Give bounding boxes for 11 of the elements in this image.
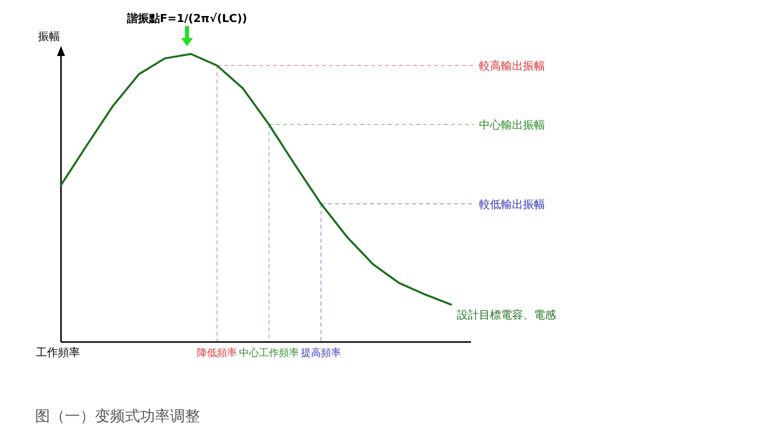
x-tick-label: 降低頻率 <box>197 347 237 359</box>
ref-line-label: 較低輸出振幅 <box>479 198 545 211</box>
x-tick-label: 提高頻率 <box>301 347 341 359</box>
series-label: 設計目標電容、電感 <box>457 308 556 322</box>
ref-line-label: 較高輸出振幅 <box>479 60 545 73</box>
ref-line-label: 中心輸出振幅 <box>479 118 545 132</box>
text: 图（一）变频式功率调整 <box>35 407 200 425</box>
y-axis-title: 振幅 <box>38 30 60 43</box>
x-tick-label: 中心工作頻率 <box>239 347 299 359</box>
text: 諧振點F=1/(2π√(LC)) <box>126 12 248 25</box>
x-axis-title: 工作頻率 <box>36 346 80 359</box>
